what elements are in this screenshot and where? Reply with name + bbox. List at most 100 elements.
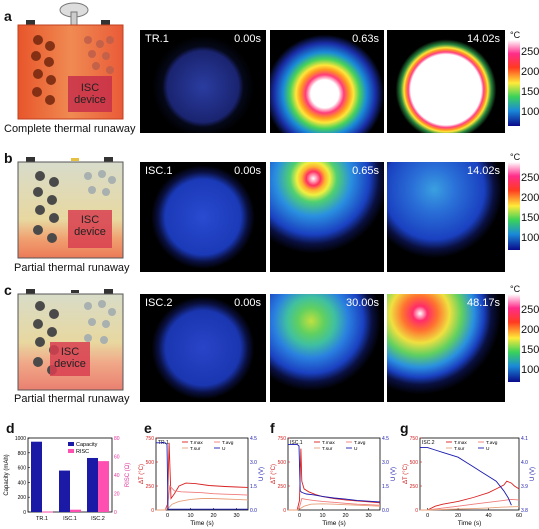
thermal-frame-b1: ISC.1 0.00s [140, 162, 266, 272]
bar-risc [42, 511, 53, 513]
caption-b: Partial thermal runaway [14, 262, 130, 274]
y2-tick-label: 60 [114, 455, 120, 461]
tick: 100 [521, 106, 539, 118]
plot-frame [155, 437, 249, 511]
colorbar-unit-c: °C [510, 284, 521, 294]
battery-partial-runaway-icon [17, 289, 124, 391]
frame-time: 0.00s [234, 165, 261, 177]
tick: 250 [521, 172, 539, 184]
x-tick-label: ISC.2 [91, 516, 105, 522]
isc-device-label-c: ISC device [50, 346, 90, 370]
tick: 200 [521, 66, 539, 78]
panel-letter-e: e [144, 420, 152, 436]
x-tick-label: 10 [319, 513, 325, 519]
frame-label: ISC.1 [145, 165, 173, 177]
colorbar-ticks-a: 250 200 150 100 [521, 40, 539, 126]
x-axis-label: Time (s) [458, 520, 482, 527]
isc-device-label-a: ISC device [68, 82, 112, 106]
isc-text: ISC [80, 82, 100, 94]
bar-capacity [59, 470, 70, 512]
thermal-frame-c2: 30.00s [270, 294, 384, 402]
battery-illustration-b: ISC device [16, 152, 136, 260]
x-tick-label: 0 [166, 513, 169, 519]
colorbar-ticks-c: 250 200 150 100 [521, 294, 539, 384]
isc-device-label-b: ISC device [68, 214, 112, 238]
series-line-tsur [420, 506, 520, 511]
plot-frame [287, 437, 381, 511]
frame-time: 30.00s [345, 297, 379, 309]
x-tick-label: 20 [342, 513, 348, 519]
tick: 150 [521, 344, 539, 356]
legend-label: T.sur [454, 446, 465, 452]
frame-time: 48.17s [466, 297, 500, 309]
colorbar-ticks-b: 250 200 150 100 [521, 162, 539, 252]
tick: 200 [521, 324, 539, 336]
y-tick-label: 0 [283, 508, 286, 514]
thermal-frame-a1: TR.1 0.00s [140, 30, 266, 133]
y-tick-label: 500 [146, 460, 155, 466]
x-axis-label: Time (s) [190, 520, 214, 527]
caption-a: Complete thermal runaway [4, 123, 136, 135]
legend-label: T.avg [222, 440, 234, 446]
thermal-frame-b2: 0.65s [270, 162, 384, 272]
colorbar-b [508, 162, 520, 250]
x-tick-label: TR.1 [36, 516, 48, 522]
series-line-tavg [288, 497, 381, 511]
bar-capacity [31, 441, 42, 512]
tick: 200 [521, 192, 539, 204]
x-axis-label: Time (s) [322, 520, 346, 527]
thermal-frame-b3: 14.02s [387, 162, 505, 272]
legend-label: T.avg [354, 440, 366, 446]
colorbar-unit-a: °C [510, 30, 521, 40]
y-tick-label: 750 [146, 436, 155, 442]
device-text: device [54, 358, 86, 370]
y-axis-label: ΔT (°C) [271, 464, 277, 484]
legend-label: T.sur [190, 446, 201, 452]
chart-tr1-temperature-voltage: 0 250 500 750 0.0 1.5 3.0 4.5 0 10 20 30 Time (s) ΔT … [139, 436, 265, 527]
battery-partial-runaway-icon [17, 157, 124, 259]
y-tick-label: 250 [278, 484, 287, 490]
x-tick-label: 20 [210, 513, 216, 519]
series-line-tsur [156, 498, 249, 511]
y2-tick-label: 4.5 [250, 436, 257, 442]
isc-text: ISC [60, 346, 80, 358]
x-tick-label: 40 [485, 513, 491, 519]
colorbar-unit-b: °C [510, 152, 521, 162]
y-tick-label: 750 [278, 436, 287, 442]
y-tick-label: 0 [415, 508, 418, 514]
sample-label: ISC.1 [290, 440, 303, 446]
series-line-tmax [288, 448, 381, 511]
y2-tick-label: 20 [114, 492, 120, 498]
caption-c: Partial thermal runaway [14, 393, 130, 405]
frame-label: TR.1 [145, 33, 169, 45]
y2-tick-label: 3.0 [250, 460, 257, 466]
y-tick-label: 600 [18, 466, 27, 472]
frame-time: 14.02s [466, 165, 500, 177]
y2-tick-label: 0 [114, 510, 117, 516]
x-tick-label: 30 [365, 513, 371, 519]
legend-label: T.max [454, 440, 467, 446]
frame-time: 0.65s [352, 165, 379, 177]
panel-letter-b: b [4, 150, 13, 166]
y2-tick-label: 4.5 [382, 436, 389, 442]
y-tick-label: 250 [146, 484, 155, 490]
tick: 250 [521, 304, 539, 316]
panel-letter-c: c [4, 282, 12, 298]
y2-tick-label: 80 [114, 436, 120, 442]
series-line-u [420, 447, 512, 506]
y2-tick-label: 0.0 [250, 508, 257, 514]
panel-letter-a: a [4, 8, 12, 24]
battery-illustration-a: ISC device [16, 0, 136, 120]
device-text: device [74, 226, 106, 238]
x-tick-label: 60 [516, 513, 522, 519]
legend-label: T.avg [486, 440, 498, 446]
series-line-tmax [420, 480, 520, 511]
y2-tick-label: 3.0 [382, 460, 389, 466]
bar-risc [70, 509, 81, 512]
y2-axis-label: U (V) [530, 467, 536, 481]
y-tick-label: 0 [151, 508, 154, 514]
x-tick-label: 30 [233, 513, 239, 519]
series-line-u [288, 443, 381, 503]
x-tick-label: 0 [426, 513, 429, 519]
legend-label: T.sur [322, 446, 333, 452]
